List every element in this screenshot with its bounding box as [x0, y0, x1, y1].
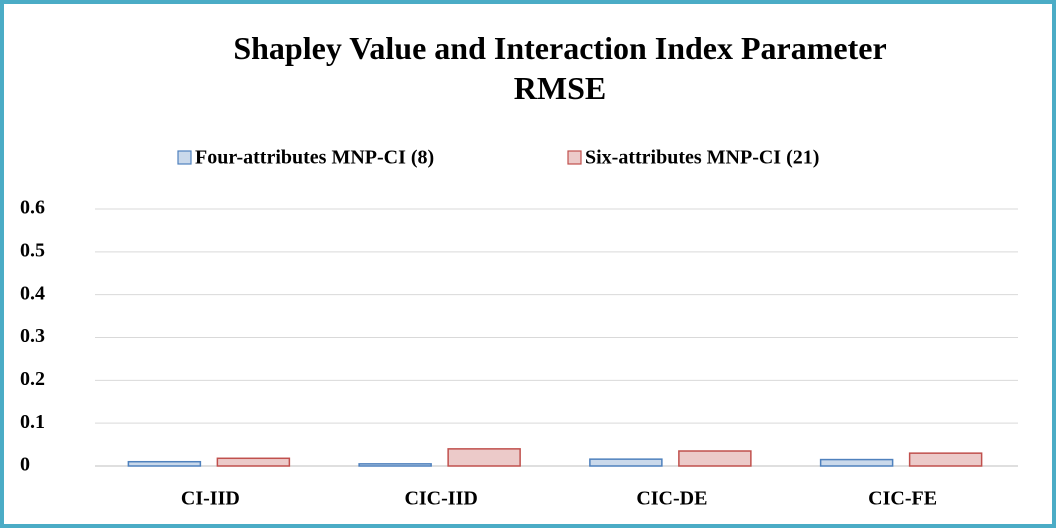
- legend-swatch: [567, 150, 582, 165]
- y-tick-label: 0.1: [20, 411, 45, 433]
- legend-swatch: [177, 150, 192, 165]
- x-tick-label: CIC-FE: [868, 488, 937, 510]
- y-tick-label: 0.4: [20, 282, 45, 304]
- y-tick-label: 0.5: [20, 239, 45, 261]
- y-tick-label: 0.2: [20, 368, 45, 390]
- legend-label: Four-attributes MNP-CI (8): [195, 147, 434, 169]
- bar: [447, 448, 521, 467]
- bar: [589, 458, 663, 467]
- x-tick-label: CIC-IID: [404, 488, 477, 510]
- bar: [908, 452, 983, 467]
- legend-label: Six-attributes MNP-CI (21): [585, 147, 819, 169]
- y-tick-label: 0.6: [20, 197, 45, 219]
- title-box: Shapley Value and Interaction Index Para…: [233, 30, 887, 106]
- y-tick-label: 0.3: [20, 325, 45, 347]
- bar: [358, 463, 432, 467]
- bar: [819, 458, 894, 467]
- y-tick-label: 0: [20, 454, 30, 476]
- bar: [216, 457, 291, 467]
- bar: [678, 450, 752, 467]
- x-tick-label: CIC-DE: [636, 488, 707, 510]
- x-tick-label: CI-IID: [181, 488, 240, 510]
- chart-title: Shapley Value and Interaction Index Para…: [233, 30, 887, 106]
- bar: [127, 460, 202, 467]
